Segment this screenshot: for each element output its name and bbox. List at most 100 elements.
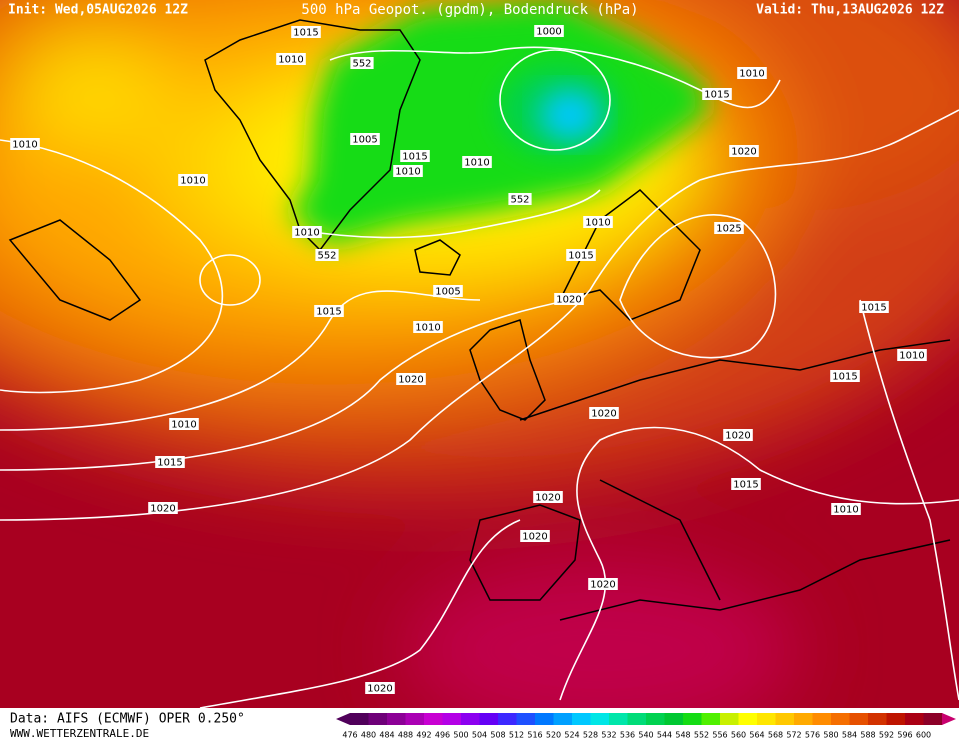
colorbar-swatch [757, 713, 776, 725]
colorbar-label: 496 [435, 731, 450, 740]
isobar-label-box [393, 165, 423, 177]
isobar-label: 1010 [464, 158, 489, 169]
colorbar-label: 568 [768, 731, 783, 740]
isobar-label-box [534, 25, 564, 37]
isobar-label: 552 [317, 251, 336, 262]
isobar-label-box [400, 150, 430, 162]
isobar-label-box [276, 53, 306, 65]
colorbar-label: 488 [398, 731, 413, 740]
isobar-label: 1010 [12, 140, 37, 151]
isobar-label: 1015 [568, 251, 593, 262]
colorbar-label: 536 [620, 731, 635, 740]
isobar-label-box [350, 133, 380, 145]
colorbar-label: 584 [842, 731, 857, 740]
colorbar-swatch [683, 713, 702, 725]
colorbar-swatch [720, 713, 739, 725]
isobar-label: 552 [510, 195, 529, 206]
isobar-label: 1015 [157, 458, 182, 469]
isobar-label: 1010 [171, 420, 196, 431]
isobar-label-box [178, 174, 208, 186]
colorbar-swatch [498, 713, 517, 725]
isobar-label-box [169, 418, 199, 430]
colorbar-label: 552 [694, 731, 709, 740]
colorbar-label: 528 [583, 731, 598, 740]
isobar-label-box [737, 67, 767, 79]
colorbar-swatch [442, 713, 462, 725]
isobar-label: 1020 [725, 431, 750, 442]
isobar-label: 1015 [316, 307, 341, 318]
colorbar-label: 556 [712, 731, 727, 740]
isobar-label-box [365, 682, 395, 694]
isobar-label-box [831, 503, 861, 515]
colorbar-swatch [350, 713, 369, 725]
colorbar-swatch [553, 713, 573, 725]
isobar-label: 1010 [899, 351, 924, 362]
colorbar-label: 484 [379, 731, 394, 740]
isobar-label-box [433, 285, 463, 297]
colorbar: 476 480 484 488 492 496 500 504 508 512 516 520 524 5… [336, 713, 956, 740]
isobar-label: 1005 [352, 135, 377, 146]
isobar-label-box [566, 249, 596, 261]
isobar-label-box [583, 216, 613, 228]
isobar-label: 1020 [398, 375, 423, 386]
colorbar-end [336, 713, 350, 725]
colorbar-label: 516 [527, 731, 542, 740]
isobar-label-box [314, 305, 344, 317]
isobar-label: 1010 [278, 55, 303, 66]
isobar-label: 1020 [731, 147, 756, 158]
colorbar-label: 592 [879, 731, 894, 740]
isobar-label-box [155, 456, 185, 468]
colorbar-label: 492 [416, 731, 431, 740]
colorbar-swatch [627, 713, 647, 725]
low-center [540, 90, 600, 140]
isobar-label-box [859, 301, 889, 313]
isobar-label-box [315, 249, 339, 261]
isobar-label: 1020 [591, 409, 616, 420]
isobar-label-box [520, 530, 550, 542]
isobar-label: 1015 [832, 372, 857, 383]
isobar-label-box [554, 293, 584, 305]
coastlines [8, 19, 951, 621]
low-green [290, 0, 710, 245]
isobar-label: 1010 [585, 218, 610, 229]
isobar-label-box [462, 156, 492, 168]
isobar-label-box [702, 88, 732, 100]
isobar-label: 1010 [833, 505, 858, 516]
colorbar-swatch [905, 713, 924, 725]
colorbar-label: 600 [916, 731, 931, 740]
isobar-label-box [731, 478, 761, 490]
isobar-label: 1025 [716, 224, 741, 235]
colorbar-swatch [794, 713, 813, 725]
isobar-label-box [729, 145, 759, 157]
isobar-label: 552 [352, 59, 371, 70]
colorbar-swatch [590, 713, 610, 725]
isobar-label-box [292, 226, 322, 238]
init-time: Init: Wed,05AUG2026 12Z [8, 3, 188, 18]
colorbar-swatch [701, 713, 721, 725]
colorbar-swatch [849, 713, 869, 725]
colorbar-label: 508 [490, 731, 505, 740]
colorbar-label: 580 [823, 731, 838, 740]
isobar-label-box [10, 138, 40, 150]
isobar-label: 1020 [367, 684, 392, 695]
colorbar-swatch [535, 713, 554, 725]
isobar-label-box [413, 321, 443, 333]
colorbar-swatch [923, 713, 943, 725]
isobar-label: 1010 [395, 167, 420, 178]
isobar-label: 1010 [180, 176, 205, 187]
colorbar-label: 500 [453, 731, 468, 740]
colorbar-label: 588 [860, 731, 875, 740]
colorbar-label: 564 [749, 731, 764, 740]
isobar-label-box [291, 26, 321, 38]
colorbar-end [942, 713, 956, 725]
colorbar-label: 504 [472, 731, 487, 740]
colorbar-swatch [812, 713, 832, 725]
isobar-label-box [533, 491, 563, 503]
isobar-label: 1015 [861, 303, 886, 314]
colorbar-label: 532 [601, 731, 616, 740]
isobar-label-box [148, 502, 178, 514]
colorbar-label: 540 [638, 731, 653, 740]
colorbar-swatch [868, 713, 887, 725]
isobar-label: 1010 [415, 323, 440, 334]
